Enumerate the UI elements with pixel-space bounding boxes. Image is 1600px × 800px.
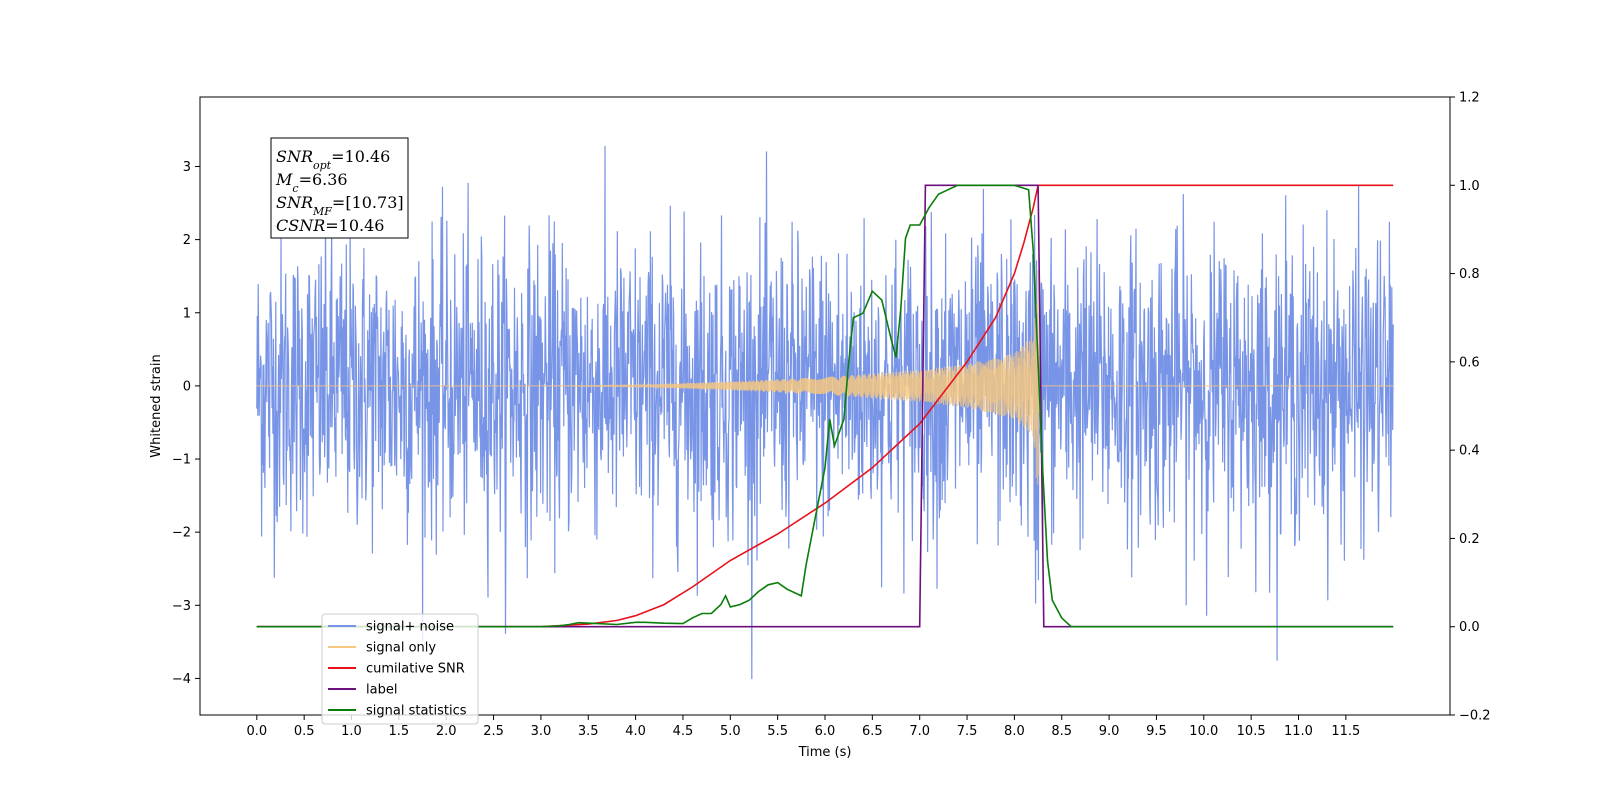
series-cumilative-snr [256, 184, 1394, 628]
x-tick-label: 11.5 [1331, 724, 1360, 739]
x-tick-label: 3.5 [578, 724, 599, 739]
series-signal-noise [256, 145, 1394, 680]
x-tick-label: 0.5 [294, 724, 315, 739]
y-tick-label: 1 [183, 306, 191, 321]
y-tick-label: 0 [183, 379, 191, 394]
x-axis-label: Time (s) [798, 745, 852, 760]
x-tick-label: 6.5 [862, 724, 883, 739]
x-tick-label: 7.0 [909, 724, 930, 739]
annotation-line: CSNR=10.46 [276, 216, 384, 235]
annotation-line: SNRopt=10.46 [276, 147, 390, 172]
y-tick-label: 3 [183, 160, 191, 175]
y-tick-label: −2 [172, 526, 191, 541]
annotation-line: Mc=6.36 [275, 170, 348, 195]
x-tick-label: 5.0 [720, 724, 741, 739]
x-tick-label: 4.5 [673, 724, 694, 739]
y2-tick-label: 0.0 [1459, 620, 1480, 635]
legend-entry: cumilative SNR [366, 662, 465, 677]
y2-tick-label: 0.6 [1459, 355, 1480, 370]
series-signal-statistics [256, 184, 1394, 628]
y-tick-label: −3 [172, 599, 191, 614]
y2-tick-label: 0.4 [1459, 444, 1480, 459]
y2-tick-label: 1.2 [1459, 91, 1480, 106]
y2-tick-label: 0.2 [1459, 532, 1480, 547]
x-tick-label: 5.5 [767, 724, 788, 739]
y-tick-label: −1 [172, 453, 191, 468]
y-axis-left: −4 −3 −2 −1 0 1 2 3 [172, 160, 200, 687]
y2-tick-label: −0.2 [1459, 709, 1491, 724]
x-tick-label: 3.0 [531, 724, 552, 739]
y-axis-right: −0.2 0.0 0.2 0.4 0.6 0.8 1.0 1.2 [1450, 91, 1491, 724]
y2-tick-label: 0.8 [1459, 267, 1480, 282]
annotation-line: SNRMF=[10.73] [276, 193, 404, 218]
x-tick-label: 1.0 [341, 724, 362, 739]
x-tick-label: 6.0 [815, 724, 836, 739]
x-tick-label: 7.5 [957, 724, 978, 739]
legend-entry: label [366, 683, 397, 698]
series-signal-only [256, 270, 1394, 485]
x-tick-label: 9.0 [1099, 724, 1120, 739]
annotation-frame [270, 137, 409, 239]
legend-entry: signal only [366, 641, 436, 656]
x-tick-label: 9.5 [1146, 724, 1167, 739]
stats-annotation-box: SNRopt=10.46Mc=6.36SNRMF=[10.73]CSNR=10.… [270, 137, 409, 239]
x-tick-label: 8.0 [1004, 724, 1025, 739]
legend-entry: signal statistics [366, 704, 467, 719]
x-tick-label: 10.5 [1237, 724, 1266, 739]
x-tick-label: 2.5 [483, 724, 504, 739]
series-layer [256, 145, 1394, 680]
legend-frame [321, 613, 479, 725]
x-tick-label: 1.5 [389, 724, 410, 739]
legend-entry: signal+ noise [366, 620, 454, 635]
y-tick-label: 2 [183, 233, 191, 248]
x-tick-label: 2.0 [436, 724, 457, 739]
y-axis-label: Whitened strain [149, 354, 164, 457]
y-tick-label: −4 [172, 672, 191, 687]
x-axis: 0.0 0.5 1.0 1.5 2.0 2.5 3.0 3.5 4.0 4.5 5.0 5.5 6.0 6… [246, 715, 1360, 739]
y2-tick-label: 1.0 [1459, 179, 1480, 194]
legend: signal+ noise signal only cumilative SNR la… [321, 613, 479, 725]
x-tick-label: 10.0 [1189, 724, 1218, 739]
x-tick-label: 11.0 [1284, 724, 1313, 739]
x-tick-label: 0.0 [246, 724, 267, 739]
x-tick-label: 8.5 [1051, 724, 1072, 739]
x-tick-label: 4.0 [625, 724, 646, 739]
